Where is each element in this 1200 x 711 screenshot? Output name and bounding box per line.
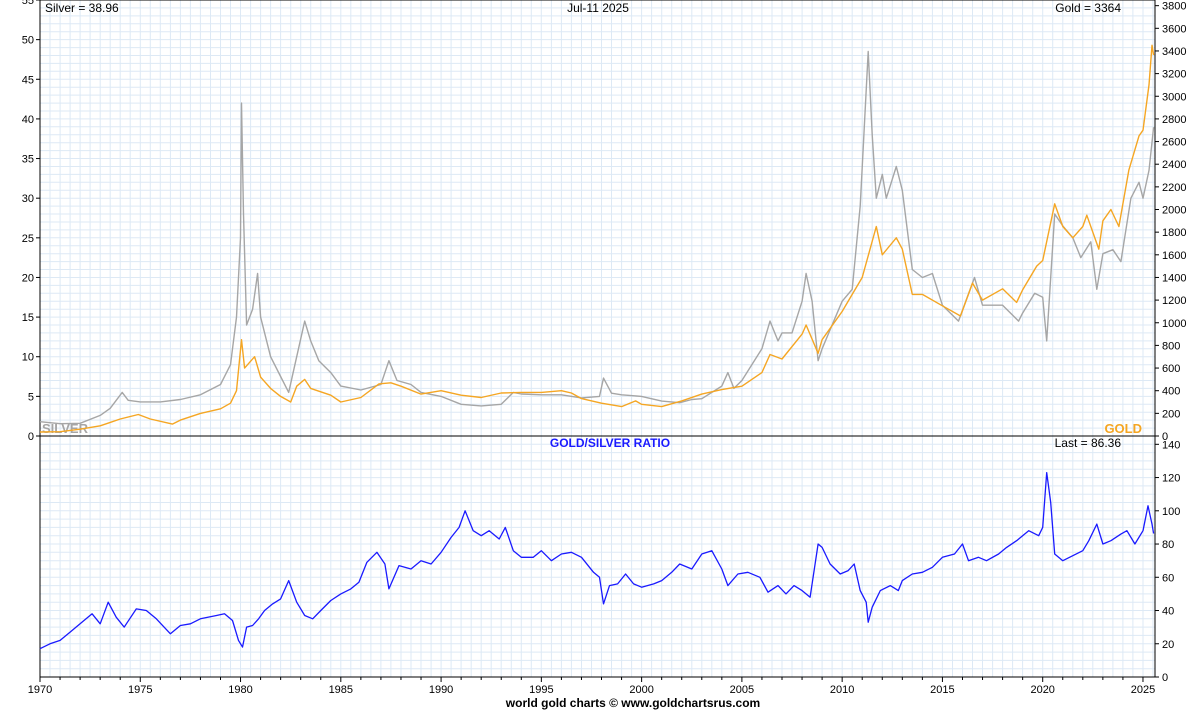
year-tick-label: 1975 [128, 684, 152, 696]
ratio-last-value: Last = 86.36 [1055, 436, 1122, 450]
left-tick-label: 25 [22, 233, 34, 245]
gold-tick-label: 1400 [1162, 272, 1186, 284]
gold-tick-label: 200 [1162, 408, 1180, 420]
footer-credit: world gold charts © www.goldchartsrus.co… [505, 696, 760, 710]
year-axis: 1970 1975 1980 1985 1990 1995 2000 2005 2010 2015… [28, 677, 1155, 696]
left-tick-label: 10 [22, 352, 34, 364]
gold-tick-label: 2600 [1162, 137, 1186, 149]
year-tick-label: 2015 [930, 684, 954, 696]
gold-tick-label: 2000 [1162, 205, 1186, 217]
year-tick-label: 2025 [1131, 684, 1155, 696]
left-tick-label: 45 [22, 74, 34, 86]
chart-date: Jul-11 2025 [567, 1, 629, 15]
silver-price-line [39, 50, 1155, 425]
gold-silver-ratio-line [39, 471, 1155, 650]
gold-tick-label: 1000 [1162, 318, 1186, 330]
ratio-tick-label: 40 [1162, 606, 1174, 618]
left-tick-label: 40 [22, 114, 34, 126]
year-tick-label: 1980 [228, 684, 252, 696]
gold-tick-label: 2400 [1162, 159, 1186, 171]
left-tick-label: 5 [28, 391, 34, 403]
gold-tick-label: 3600 [1162, 23, 1186, 35]
ratio-tick-label: 120 [1162, 473, 1180, 485]
gold-last-price: Gold = 3364 [1055, 1, 1121, 15]
year-tick-label: 2005 [730, 684, 754, 696]
gold-tick-label: 800 [1162, 340, 1180, 352]
ratio-tick-label: 20 [1162, 639, 1174, 651]
gold-tick-label: 2200 [1162, 182, 1186, 194]
ratio-panel-title: GOLD/SILVER RATIO [550, 436, 670, 450]
gold-tick-label: 400 [1162, 386, 1180, 398]
silver-price-axis: 0 5 10 15 20 25 30 35 40 45 50 55 [22, 0, 40, 443]
left-tick-label: 50 [22, 35, 34, 47]
year-tick-label: 1970 [28, 684, 52, 696]
ratio-tick-label: 60 [1162, 572, 1174, 584]
gold-tick-label: 3200 [1162, 69, 1186, 81]
ratio-series [39, 471, 1155, 650]
ratio-tick-label: 140 [1162, 439, 1180, 451]
ratio-tick-label: 0 [1162, 672, 1168, 684]
ratio-tick-label: 80 [1162, 539, 1174, 551]
gold-tick-label: 1200 [1162, 295, 1186, 307]
lower-panel-frame [39, 435, 1156, 678]
ratio-axis: 0 20 40 60 80 100 120 140 [1155, 439, 1180, 684]
left-tick-label: 30 [22, 193, 34, 205]
left-tick-label: 20 [22, 272, 34, 284]
gold-tick-label: 3400 [1162, 46, 1186, 58]
gold-price-line [39, 44, 1155, 433]
lower-panel-grid [39, 436, 1155, 678]
year-tick-label: 1995 [529, 684, 553, 696]
gold-watermark: GOLD [1104, 421, 1142, 436]
gold-tick-label: 3000 [1162, 91, 1186, 103]
gold-tick-label: 600 [1162, 363, 1180, 375]
gold-tick-label: 2800 [1162, 114, 1186, 126]
year-tick-label: 2010 [830, 684, 854, 696]
gold-tick-label: 3800 [1162, 1, 1186, 13]
gold-price-axis: 0 200 400 600 800 1000 1200 1400 1600 1800 2000 220… [1155, 1, 1186, 443]
year-tick-label: 1985 [329, 684, 353, 696]
price-series [39, 44, 1155, 433]
left-tick-label: 0 [28, 431, 34, 443]
gold-tick-label: 1600 [1162, 250, 1186, 262]
left-tick-label: 35 [22, 154, 34, 166]
ratio-tick-label: 100 [1162, 506, 1180, 518]
year-tick-label: 2000 [629, 684, 653, 696]
left-tick-label: 15 [22, 312, 34, 324]
gold-tick-label: 1800 [1162, 227, 1186, 239]
silver-last-price: Silver = 38.96 [45, 1, 119, 15]
year-tick-label: 1990 [429, 684, 453, 696]
year-tick-label: 2020 [1030, 684, 1054, 696]
gold-tick-label: 0 [1162, 431, 1168, 443]
left-tick-label: 55 [22, 0, 34, 7]
